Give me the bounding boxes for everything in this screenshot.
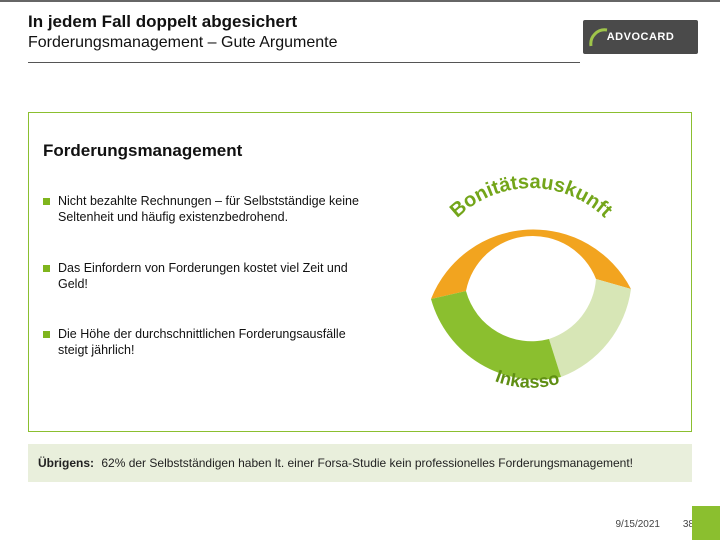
slide-title: In jedem Fall doppelt abgesichert — [28, 12, 580, 32]
footnote-body: 62% der Selbstständigen haben lt. einer … — [101, 456, 633, 470]
list-item: Die Höhe der durchschnittlichen Forderun… — [43, 326, 373, 359]
bullet-list: Nicht bezahlte Rechnungen – für Selbstst… — [43, 193, 373, 393]
corner-accent — [692, 506, 720, 540]
list-item: Nicht bezahlte Rechnungen – für Selbstst… — [43, 193, 373, 226]
logo-arc-icon — [589, 26, 609, 48]
bullet-text: Das Einfordern von Forderungen kostet vi… — [58, 260, 373, 293]
bullet-icon — [43, 331, 50, 338]
list-item: Das Einfordern von Forderungen kostet vi… — [43, 260, 373, 293]
logo-text: ADVOCARD — [607, 31, 675, 43]
footnote-bar: Übrigens: 62% der Selbstständigen haben … — [28, 444, 692, 482]
footnote-lead: Übrigens: — [38, 456, 94, 470]
bullet-text: Nicht bezahlte Rechnungen – für Selbstst… — [58, 193, 373, 226]
ring-label-top: Bonitätsauskunft — [446, 171, 617, 222]
slide: In jedem Fall doppelt abgesichert Forder… — [0, 0, 720, 540]
footnote-text: Übrigens: 62% der Selbstständigen haben … — [38, 456, 633, 470]
ring-chart: Bonitätsauskunft Inkasso — [391, 119, 671, 419]
footer-date: 9/15/2021 — [616, 519, 661, 530]
brand-logo: ADVOCARD — [583, 20, 698, 54]
slide-subtitle: Forderungsmanagement – Gute Argumente — [28, 34, 580, 52]
ring-segment-green — [431, 291, 561, 380]
slide-header: In jedem Fall doppelt abgesichert Forder… — [28, 12, 580, 63]
content-box: Forderungsmanagement Nicht bezahlte Rech… — [28, 112, 692, 432]
bullet-text: Die Höhe der durchschnittlichen Forderun… — [58, 326, 373, 359]
bullet-icon — [43, 265, 50, 272]
section-heading: Forderungsmanagement — [43, 141, 242, 161]
ring-segment-lightgreen — [549, 279, 631, 377]
bullet-icon — [43, 198, 50, 205]
